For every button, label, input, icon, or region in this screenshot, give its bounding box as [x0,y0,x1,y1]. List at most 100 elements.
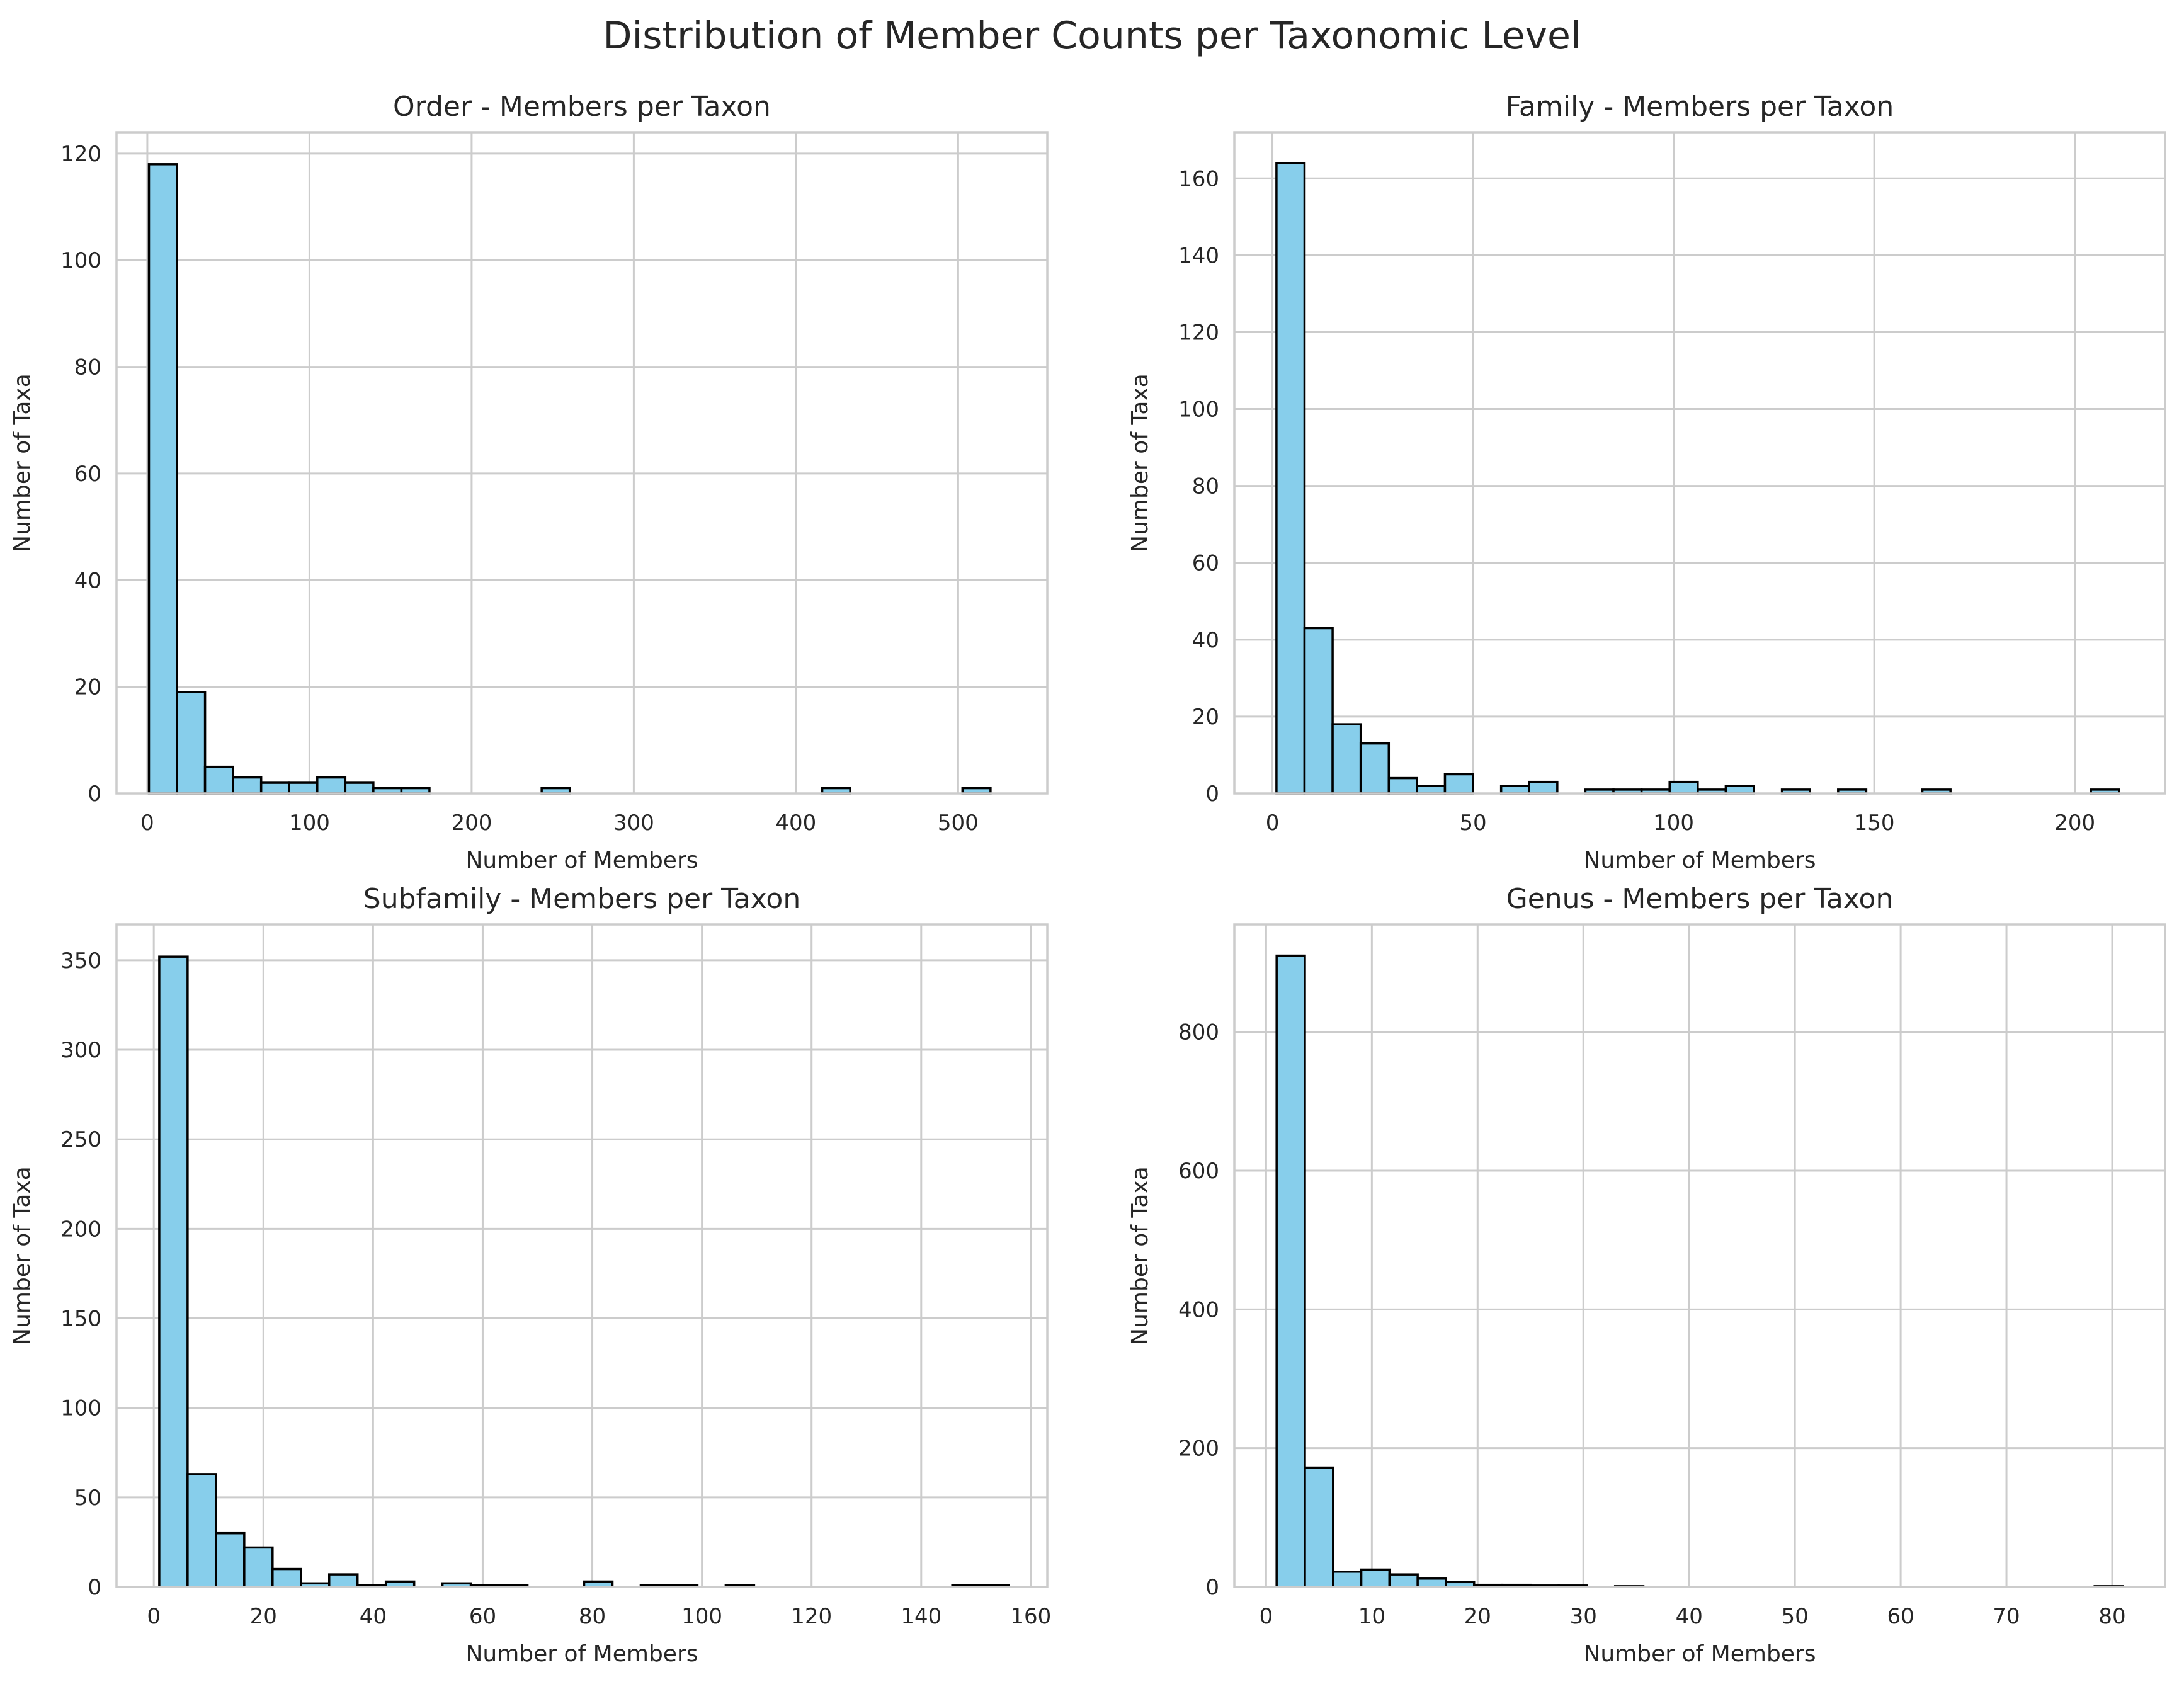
order-y-axis-label: Number of Taxa [9,373,35,552]
order-bars [147,163,992,795]
family-x-tick-label: 50 [1459,810,1486,836]
family-y-tick-label: 0 [1205,781,1219,807]
genus-x-tick-label: 80 [2098,1604,2125,1629]
subfamily-histogram-bar [243,1546,274,1588]
genus-x-tick-label: 20 [1464,1604,1491,1629]
family-x-tick-label: 100 [1653,810,1694,836]
subfamily-histogram-bar [186,1473,217,1588]
order-x-tick-label: 500 [938,810,979,836]
order-panel-title: Order - Members per Taxon [393,91,771,123]
subfamily-axes-frame [115,923,1049,1588]
family-y-tick-label: 100 [1178,397,1219,423]
family-y-tick-label: 60 [1192,551,1219,576]
subfamily-x-tick-label: 60 [469,1604,496,1629]
subfamily-x-tick-label: 0 [147,1604,161,1629]
family-y-tick-label: 120 [1178,320,1219,345]
genus-x-tick-label: 70 [1993,1604,2020,1629]
genus-histogram-bar [1275,954,1306,1588]
genus-y-tick-label: 0 [1205,1575,1219,1600]
subfamily-y-axis-label: Number of Taxa [9,1166,35,1345]
subfamily-x-tick-label: 140 [901,1604,941,1629]
family-x-tick-label: 0 [1266,810,1280,836]
order-x-tick-label: 100 [289,810,330,836]
subfamily-x-tick-label: 40 [360,1604,387,1629]
subfamily-x-axis-label: Number of Members [465,1641,698,1667]
order-y-tick-label: 0 [88,781,101,807]
genus-axes-frame [1233,923,2166,1588]
subfamily-histogram-bar [215,1531,246,1588]
subfamily-y-tick-label: 250 [60,1127,101,1152]
order-histogram-bar [176,691,207,795]
subfamily-x-tick-label: 120 [791,1604,832,1629]
genus-plot-area [1234,924,2165,1587]
subfamily-plot-area [117,924,1047,1587]
family-y-tick-label: 40 [1192,628,1219,653]
genus-x-tick-label: 40 [1676,1604,1703,1629]
genus-histogram-bar [1388,1573,1419,1588]
family-y-tick-label: 140 [1178,243,1219,268]
family-y-tick-label: 160 [1178,166,1219,191]
genus-y-tick-label: 200 [1178,1436,1219,1462]
order-axes-frame [115,131,1049,795]
subfamily-gridlines [117,924,1047,1588]
genus-x-tick-label: 30 [1570,1604,1597,1629]
genus-x-tick-label: 10 [1358,1604,1385,1629]
subfamily-y-tick-label: 200 [60,1217,101,1242]
family-histogram-bar [1303,627,1334,795]
subfamily-x-tick-label: 100 [681,1604,722,1629]
family-y-tick-label: 20 [1192,705,1219,730]
subfamily-y-tick-label: 300 [60,1038,101,1063]
order-y-tick-label: 40 [74,568,101,593]
family-panel-title: Family - Members per Taxon [1506,91,1894,123]
genus-histogram-bar [1332,1571,1363,1588]
genus-x-axis-label: Number of Members [1583,1641,1816,1667]
family-x-axis-label: Number of Members [1583,848,1816,873]
genus-histogram-bar [1416,1577,1447,1588]
order-y-tick-label: 20 [74,675,101,700]
subfamily-panel-title: Subfamily - Members per Taxon [363,883,800,915]
family-tick-labels: 0 50 100 150 200 0 20 40 60 80 100 120 140 160 [1178,166,2095,836]
genus-y-tick-label: 600 [1178,1159,1219,1184]
genus-bars [1275,954,2124,1588]
order-plot-area [117,132,1047,793]
order-x-tick-label: 0 [140,810,154,836]
subfamily-tick-labels: 0 20 40 60 80 100 120 140 160 0 50 100 150 200 250 300 3… [60,948,1051,1629]
family-histogram-bar [1359,742,1391,795]
genus-y-axis-label: Number of Taxa [1127,1166,1153,1345]
order-y-tick-label: 80 [74,355,101,380]
subfamily-y-tick-label: 150 [60,1307,101,1332]
order-x-axis-label: Number of Members [465,848,698,873]
order-x-tick-label: 400 [775,810,816,836]
order-x-tick-label: 200 [451,810,492,836]
order-y-tick-label: 120 [60,142,101,167]
family-x-tick-label: 200 [2054,810,2095,836]
order-histogram-bar [203,765,234,795]
subfamily-x-tick-label: 160 [1010,1604,1051,1629]
family-y-tick-label: 80 [1192,474,1219,499]
genus-x-tick-label: 0 [1260,1604,1273,1629]
order-y-tick-label: 60 [74,462,101,487]
family-gridlines [1234,132,2165,795]
genus-y-tick-label: 800 [1178,1020,1219,1045]
subfamily-y-tick-label: 350 [60,948,101,974]
genus-x-tick-label: 50 [1782,1604,1809,1629]
order-y-tick-label: 100 [60,248,101,273]
genus-histogram-bar [1304,1466,1334,1588]
genus-y-tick-label: 400 [1178,1297,1219,1322]
subfamily-y-tick-label: 0 [88,1575,101,1600]
subfamily-x-tick-label: 80 [579,1604,606,1629]
genus-gridlines [1234,924,2165,1588]
order-x-tick-label: 300 [613,810,654,836]
subfamily-y-tick-label: 50 [74,1486,101,1511]
subfamily-y-tick-label: 100 [60,1396,101,1421]
family-x-tick-label: 150 [1854,810,1895,836]
figure-title: Distribution of Member Counts per Taxono… [603,14,1581,58]
genus-x-tick-label: 60 [1887,1604,1914,1629]
family-bars [1275,162,2120,795]
